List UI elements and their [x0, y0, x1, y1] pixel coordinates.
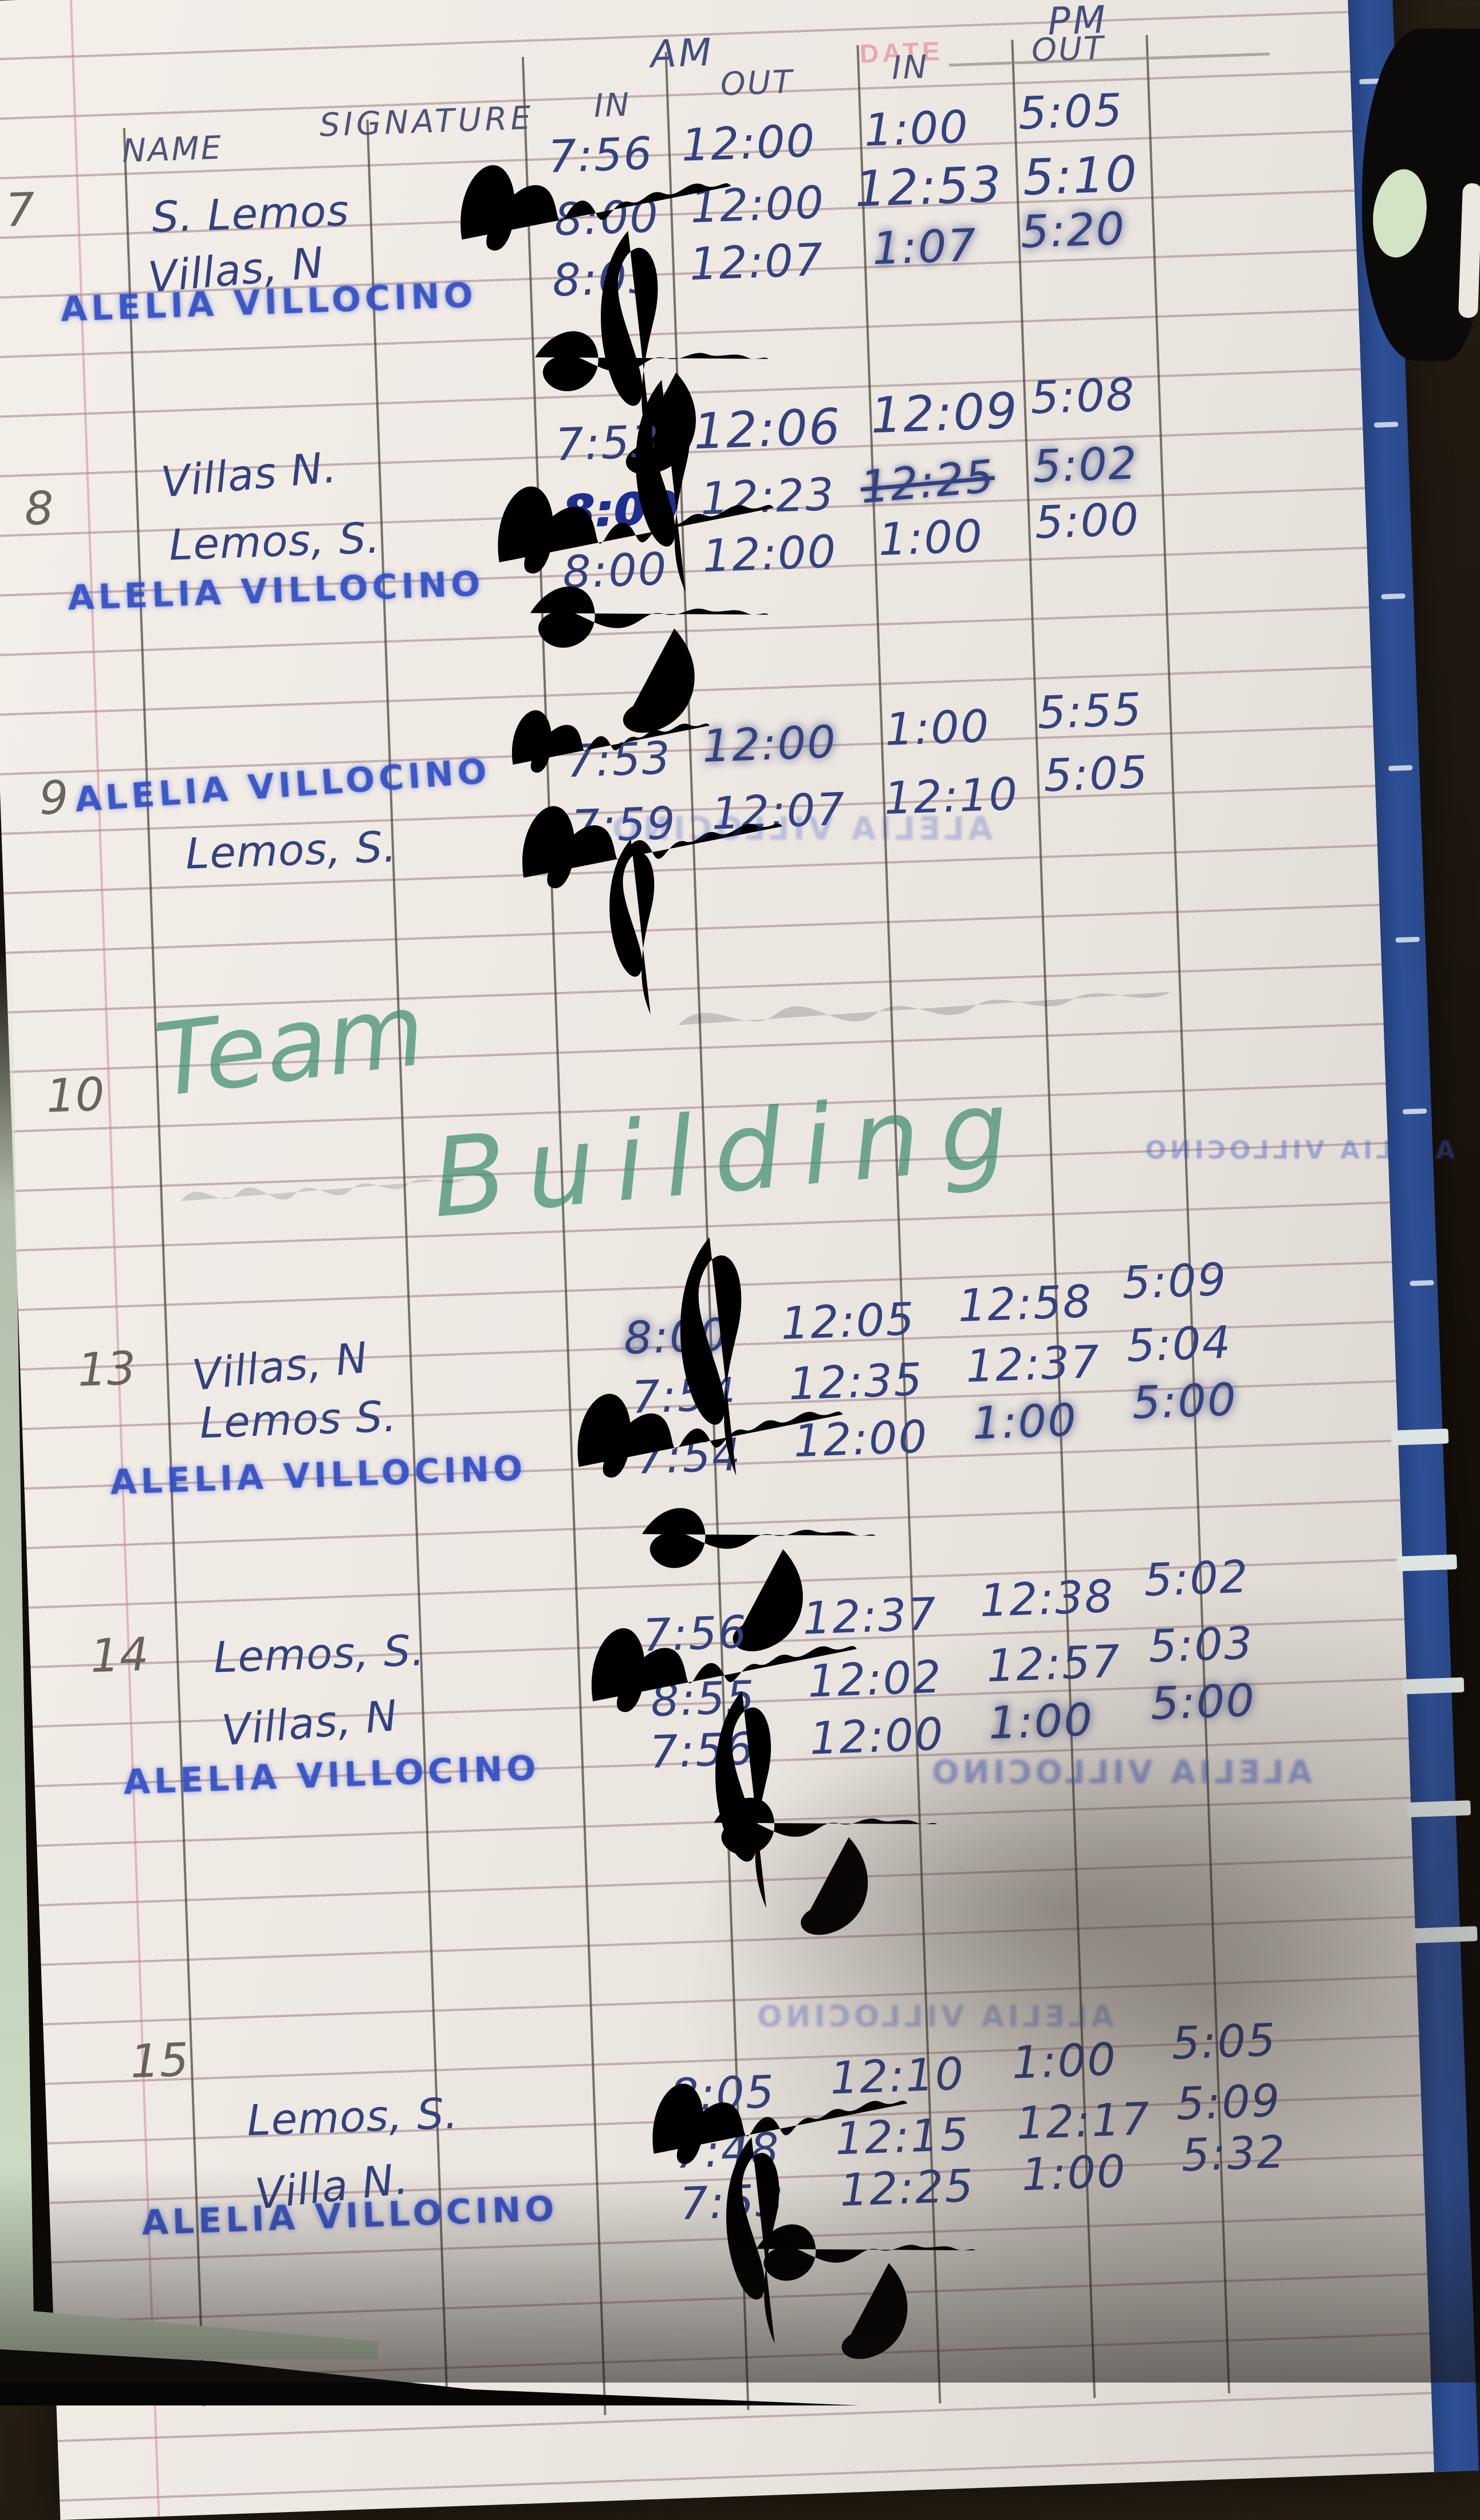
g15-r2-pm-out: 5:09 [1175, 2075, 1282, 2131]
g8-r2-pm-out: 5:02 [1032, 438, 1139, 493]
edge-stitch [1410, 1280, 1434, 1286]
header-am: AM [650, 30, 715, 77]
g15-row-number: 15 [129, 2033, 190, 2089]
g13-r1-pm-out: 5:09 [1121, 1254, 1228, 1310]
g9-r1-am-out: 12:00 [701, 716, 838, 773]
page-edge-tab [1391, 1428, 1449, 1446]
g8-row-number: 8 [23, 481, 55, 536]
g7-r1-pm-in: 1:00 [863, 101, 970, 157]
g13-r1-am-out: 12:05 [780, 1293, 916, 1350]
edge-stitch [1402, 1108, 1427, 1115]
g13-r3-name-stamp: ALELIA VILLOCINO [109, 1448, 528, 1503]
g14-r2-pm-in: 12:57 [985, 1636, 1122, 1692]
page-edge-tab [1407, 1800, 1471, 1818]
g14-r2-pm-out: 5:03 [1147, 1617, 1255, 1673]
g7-r2-pm-in: 12:53 [853, 156, 1003, 219]
g13-r1-pm-in: 12:58 [957, 1275, 1093, 1333]
g15-r1-name: Lemos, S. [246, 2089, 459, 2146]
g14-r1-pm-in: 12:38 [978, 1570, 1115, 1628]
g8-r2-name: Lemos, S. [168, 513, 381, 570]
g15-r3-pm-out: 5:32 [1180, 2127, 1288, 2182]
book-cover-edge [1345, 0, 1479, 2472]
g7-r3-pm-out: 5:20 [1020, 203, 1127, 259]
g8-r1-name: Villas N. [159, 443, 339, 507]
ink-transfer-mirrored-stamp: ALELIA VILLOCINO [609, 810, 993, 848]
g8-r3-pm-in: 1:00 [877, 510, 985, 566]
g10-note-team: Team [149, 971, 431, 1120]
edge-stitch [1388, 765, 1413, 771]
g9-r2-name: Lemos, S. [184, 822, 398, 879]
g14-r3-signature-scribble [713, 1791, 941, 1939]
g15-r3-signature-scribble [755, 2218, 979, 2362]
g14-r3-name-stamp: ALELIA VILLOCINO [123, 1748, 541, 1803]
g9-r2-pm-out: 5:05 [1042, 746, 1150, 802]
ink-smudge-mirrored-stamp: ALELIA VILLOCINO [928, 1754, 1313, 1791]
g13-r2-pm-out: 5:04 [1125, 1317, 1233, 1372]
g13-r1-name: Villas, N [190, 1333, 371, 1401]
g7-r3-pm-in: 1:07 [871, 219, 978, 275]
g13-r3-pm-out: 5:00 [1131, 1374, 1238, 1430]
ink-transfer-pencil-numbers [180, 1178, 466, 1203]
g8-r1-pm-in: 12:09 [869, 382, 1020, 445]
g15-r1-pm-out: 5:05 [1171, 2014, 1278, 2070]
g10-note-building: Building [427, 1064, 1033, 1242]
g13-r2-pm-in: 12:37 [965, 1336, 1101, 1393]
g14-r3-pm-in: 1:00 [987, 1694, 1095, 1750]
table-line-name-signature [366, 119, 448, 2398]
g14-row-number: 14 [89, 1627, 150, 1683]
header-am-out: OUT [719, 63, 795, 104]
g9-r1-pm-out: 5:55 [1036, 684, 1144, 739]
g7-row-number: 7 [5, 183, 36, 237]
g7-r1-pm-out: 5:05 [1017, 84, 1124, 140]
g14-r1-name: Lemos, S. [212, 1625, 426, 1683]
g9-r1-pm-in: 1:00 [884, 700, 991, 756]
g10-row-number: 10 [45, 1067, 106, 1123]
page-edge-tab [1412, 1926, 1478, 1943]
g15-r3-name-stamp: ALELIA VILLOCINO [141, 2188, 559, 2243]
g13-r3-pm-in: 1:00 [971, 1394, 1078, 1450]
g8-r3-name-stamp: ALELIA VILLOCINO [67, 564, 485, 619]
ink-transfer-mirrored-stamp-top: ALELIA VILLOCINO [753, 1999, 1114, 2034]
g9-r1-name-stamp: ALELIA VILLOCINO [73, 751, 492, 820]
ink-transfer-pencil-scribble [678, 990, 1172, 1028]
g8-r3-pm-out: 5:00 [1034, 494, 1141, 549]
g13-row-number: 13 [76, 1341, 137, 1397]
g9-row-number: 9 [38, 770, 69, 825]
g14-r2-name: Villas, N [219, 1691, 400, 1756]
g7-r3-name-stamp: ALELIA VILLOCINO [60, 275, 478, 330]
edge-stitch [1374, 422, 1399, 428]
page-edge-tab [1402, 1677, 1465, 1695]
g8-r2-pm-in: 12:25 [858, 450, 997, 514]
g15-r3-pm-in: 1:00 [1020, 2145, 1128, 2202]
g14-r3-pm-out: 5:00 [1150, 1675, 1257, 1730]
g7-r2-pm-out: 5:10 [1021, 145, 1139, 207]
g8-r1-pm-out: 5:08 [1029, 369, 1136, 424]
g13-r2-name: Lemos S. [199, 1392, 398, 1448]
g15-r2-pm-in: 12:17 [1015, 2093, 1152, 2150]
header-pm-in: IN [891, 48, 930, 87]
header-am-in: IN [593, 86, 632, 125]
g15-r1-pm-in: 1:00 [1011, 2034, 1118, 2089]
g14-r1-pm-out: 5:02 [1143, 1551, 1250, 1606]
header-name: NAME [121, 129, 224, 170]
page-edge-tab [1396, 1554, 1457, 1572]
edge-stitch [1381, 593, 1406, 600]
edge-stitch [1395, 936, 1420, 943]
margin-line [69, 0, 160, 2517]
header-pm-out: OUT [1030, 29, 1106, 70]
date-underline [948, 52, 1270, 67]
g7-r1-name: S. Lemos [151, 186, 351, 242]
